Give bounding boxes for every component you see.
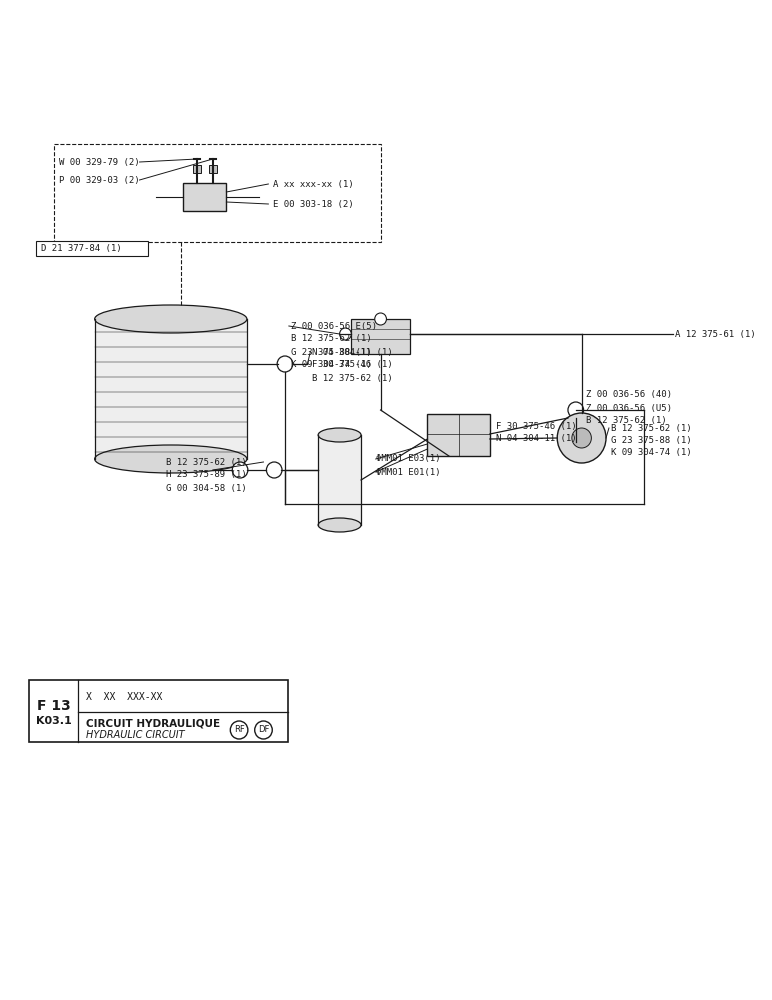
Text: N 04 304-11 (1): N 04 304-11 (1) (313, 348, 393, 357)
Ellipse shape (318, 428, 361, 442)
Ellipse shape (95, 305, 247, 333)
Text: K 09 304-74 (1): K 09 304-74 (1) (611, 448, 692, 456)
Text: Z 00 036-56 E(5): Z 00 036-56 E(5) (291, 322, 377, 330)
Text: G 23 375-88 (1): G 23 375-88 (1) (611, 436, 692, 444)
Text: A 12 375-61 (1): A 12 375-61 (1) (676, 330, 756, 338)
Bar (184, 183, 226, 211)
Text: F 30 375-46 (1): F 30 375-46 (1) (313, 360, 393, 369)
Bar (54, 144, 381, 242)
Circle shape (557, 413, 606, 463)
Circle shape (374, 313, 387, 325)
Bar (95, 319, 247, 459)
Circle shape (340, 328, 351, 340)
Text: G 00 304-58 (1): G 00 304-58 (1) (166, 484, 246, 492)
Text: N 04 304-11 (1): N 04 304-11 (1) (496, 434, 577, 444)
Text: Z 00 036-56 (40): Z 00 036-56 (40) (585, 390, 672, 399)
Text: HYDRAULIC CIRCUIT: HYDRAULIC CIRCUIT (86, 730, 185, 740)
Circle shape (255, 721, 273, 739)
Circle shape (572, 428, 591, 448)
Circle shape (568, 442, 584, 458)
Text: F 13: F 13 (37, 699, 70, 713)
Text: X  XX  XXX-XX: X XX XXX-XX (86, 692, 162, 702)
Bar (36, 241, 148, 256)
Text: W 00 329-79 (2): W 00 329-79 (2) (59, 157, 139, 166)
Bar (318, 435, 361, 525)
Text: RF: RF (234, 726, 245, 734)
Circle shape (266, 462, 282, 478)
Text: A xx xxx-xx (1): A xx xxx-xx (1) (273, 180, 354, 188)
Text: B 12 375-62 (1): B 12 375-62 (1) (313, 373, 393, 382)
Text: ΦMM01 E01(1): ΦMM01 E01(1) (376, 468, 440, 477)
Text: B 12 375-62 (1): B 12 375-62 (1) (166, 458, 246, 466)
Text: H 23 375-89 (1): H 23 375-89 (1) (166, 471, 246, 480)
Bar (351, 319, 410, 354)
Ellipse shape (95, 445, 247, 473)
Text: B 12 375-62 (1): B 12 375-62 (1) (585, 416, 666, 426)
Circle shape (230, 721, 248, 739)
Text: B 12 375-62 (1): B 12 375-62 (1) (291, 334, 371, 344)
Bar (428, 414, 490, 456)
Text: E 00 303-18 (2): E 00 303-18 (2) (273, 200, 354, 209)
Bar (193, 165, 201, 173)
Text: P 00 329-03 (2): P 00 329-03 (2) (59, 176, 139, 184)
Text: B 12 375-62 (1): B 12 375-62 (1) (611, 424, 692, 432)
Circle shape (277, 356, 293, 372)
Bar (29, 680, 288, 742)
Text: K03.1: K03.1 (36, 716, 72, 726)
Text: F 30 375-46 (1): F 30 375-46 (1) (496, 422, 577, 430)
Bar (209, 165, 217, 173)
Text: K 09 304-74 (1): K 09 304-74 (1) (291, 360, 371, 369)
Text: DF: DF (258, 726, 269, 734)
Ellipse shape (318, 518, 361, 532)
Text: Z 00 036-56 (U5): Z 00 036-56 (U5) (585, 403, 672, 412)
Circle shape (568, 402, 584, 418)
Text: G 23 375-88 (1): G 23 375-88 (1) (291, 348, 371, 357)
Circle shape (232, 462, 248, 478)
Text: CIRCUIT HYDRAULIQUE: CIRCUIT HYDRAULIQUE (86, 719, 220, 729)
Text: ΦMM01 E03(1): ΦMM01 E03(1) (376, 454, 440, 464)
Text: D 21 377-84 (1): D 21 377-84 (1) (41, 244, 122, 253)
